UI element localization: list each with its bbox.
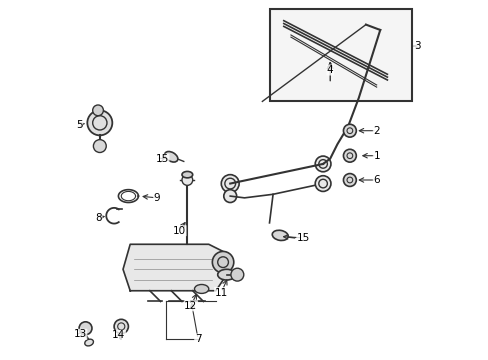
Text: 9: 9 (153, 193, 160, 203)
Text: 10: 10 (173, 226, 185, 236)
Ellipse shape (194, 284, 208, 293)
Circle shape (182, 175, 192, 185)
Circle shape (212, 251, 233, 273)
Text: 13: 13 (73, 329, 87, 339)
Circle shape (343, 124, 356, 137)
Ellipse shape (182, 171, 192, 178)
Circle shape (224, 190, 236, 203)
Text: 7: 7 (194, 334, 201, 344)
Text: 5: 5 (76, 120, 82, 130)
Text: 8: 8 (95, 212, 102, 222)
Circle shape (79, 322, 92, 335)
Text: 14: 14 (112, 330, 125, 341)
Circle shape (343, 149, 356, 162)
Circle shape (93, 105, 103, 116)
Ellipse shape (84, 339, 93, 346)
Circle shape (87, 111, 112, 135)
Ellipse shape (272, 230, 287, 240)
Text: 12: 12 (184, 301, 197, 311)
Text: 4: 4 (326, 65, 333, 75)
Circle shape (93, 140, 106, 153)
Text: 1: 1 (373, 151, 379, 161)
Circle shape (315, 176, 330, 192)
Text: 2: 2 (373, 126, 379, 136)
Text: 15: 15 (296, 233, 309, 243)
Text: 15: 15 (155, 154, 169, 164)
Ellipse shape (164, 152, 178, 162)
Ellipse shape (217, 269, 235, 280)
Circle shape (315, 156, 330, 172)
Circle shape (343, 174, 356, 186)
Circle shape (114, 319, 128, 334)
Text: 11: 11 (214, 288, 227, 297)
Text: 3: 3 (414, 41, 420, 51)
Text: 6: 6 (373, 175, 379, 185)
Bar (269, 9, 411, 102)
Polygon shape (123, 244, 230, 291)
Circle shape (230, 268, 244, 281)
Circle shape (221, 175, 239, 193)
